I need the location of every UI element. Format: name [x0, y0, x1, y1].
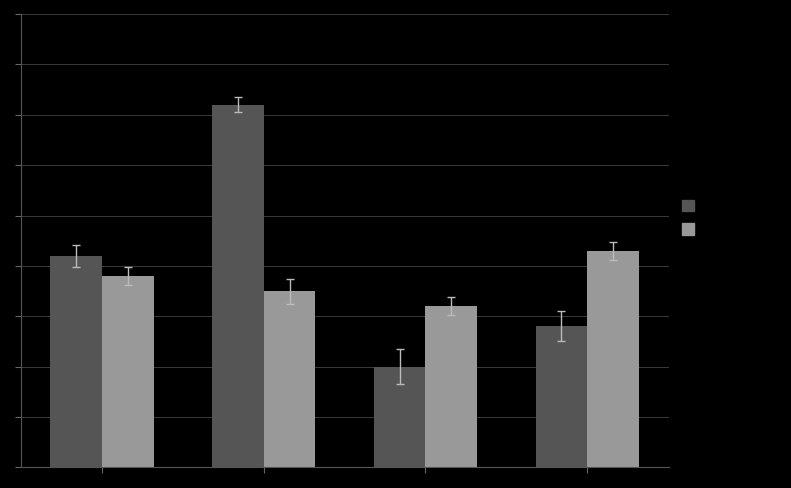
Bar — [587, 251, 639, 468]
Bar — [373, 367, 426, 468]
Bar — [50, 256, 102, 468]
Bar — [212, 105, 263, 468]
Bar — [426, 306, 477, 468]
Bar — [536, 326, 587, 468]
Legend: , : , — [682, 200, 697, 238]
Bar — [263, 291, 316, 468]
Bar — [102, 276, 153, 468]
